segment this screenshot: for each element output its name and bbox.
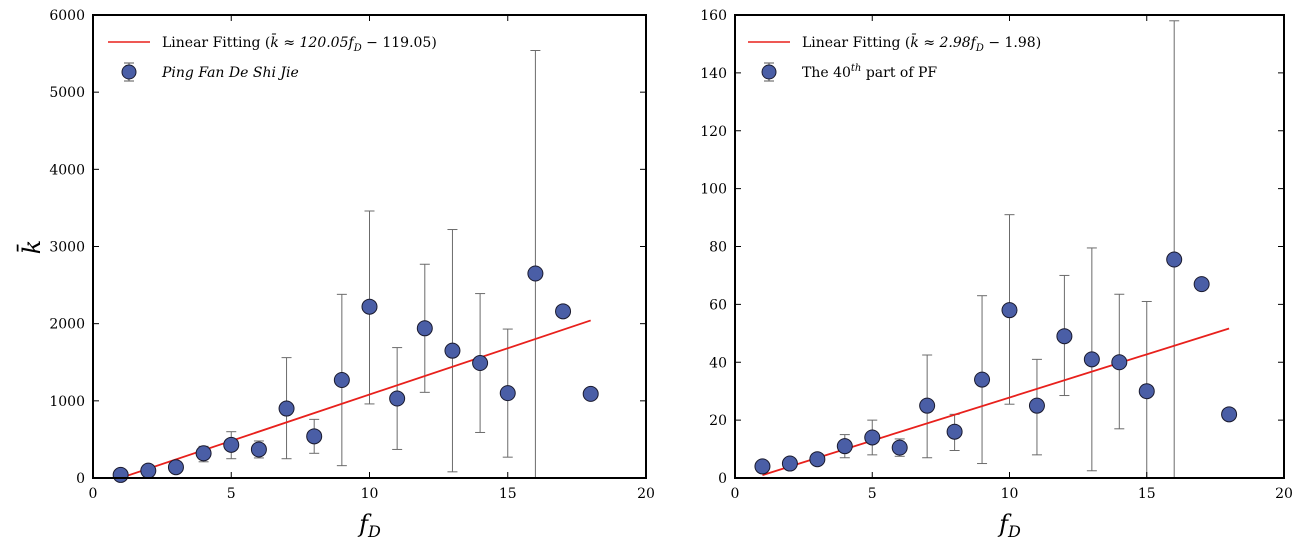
left-x-tick-label: 5 — [227, 486, 236, 502]
right-y-tick-label: 80 — [709, 240, 727, 256]
right-x-axis-label: fD — [997, 510, 1021, 538]
right-data-point — [781, 455, 798, 472]
left-data-point — [389, 390, 406, 407]
left-y-tick-label: 1000 — [49, 394, 85, 410]
right-data-point — [1166, 251, 1183, 268]
left-data-point — [112, 466, 129, 483]
left-data-point — [472, 355, 489, 372]
right-legend: Linear Fitting (k̄ ≈ 2.98fD − 1.98) The … — [748, 33, 1041, 82]
left-data-point — [361, 298, 378, 315]
right-legend-fit-label: Linear Fitting (k̄ ≈ 2.98fD − 1.98) — [802, 33, 1041, 54]
left-legend-series-label: Ping Fan De Shi Jie — [161, 65, 299, 81]
right-y-tick-label: 60 — [709, 297, 727, 313]
right-y-tick-label: 40 — [709, 355, 727, 371]
left-y-tick-label: 2000 — [49, 317, 85, 333]
right-data-point — [1193, 276, 1210, 293]
right-data-point — [891, 439, 908, 456]
right-data-point — [974, 371, 991, 388]
left-y-tick-label: 6000 — [49, 8, 85, 24]
right-data-point — [1001, 302, 1018, 319]
right-data-point — [919, 397, 936, 414]
left-chart-panel: 0 5 10 15 20 0 1000 2000 3000 4000 5000 6000 Linear… — [17, 8, 655, 538]
left-data-point — [250, 441, 267, 458]
right-y-tick-label: 140 — [700, 66, 727, 82]
left-x-axis-label: fD — [357, 510, 381, 538]
right-x-tick-label: 0 — [731, 486, 740, 502]
left-y-axis-label: k̄ — [17, 240, 46, 255]
right-data-point — [946, 423, 963, 440]
left-data-point — [416, 320, 433, 337]
left-plot-content — [112, 49, 599, 483]
right-x-tick-label: 15 — [1138, 486, 1156, 502]
right-y-tick-label: 20 — [709, 413, 727, 429]
right-data-point — [1111, 354, 1128, 371]
left-legend-series-swatch — [121, 62, 137, 82]
right-x-tick-label: 10 — [1001, 486, 1019, 502]
left-fit-line — [120, 319, 591, 479]
right-y-tick-label: 100 — [700, 182, 727, 198]
left-data-point — [555, 303, 572, 320]
left-y-tick-label: 4000 — [49, 162, 85, 178]
left-error-bar — [530, 49, 541, 479]
left-data-point — [527, 265, 544, 282]
right-data-point — [1083, 351, 1100, 368]
right-legend-series-label: The 40th part of PF — [802, 63, 937, 81]
left-legend: Linear Fitting (k̄ ≈ 120.05fD − 119.05) … — [108, 33, 437, 82]
right-data-point — [1056, 328, 1073, 345]
right-data-point — [1138, 383, 1155, 400]
right-legend-series-swatch — [761, 62, 777, 82]
left-data-point — [195, 445, 212, 462]
right-data-point — [864, 429, 881, 446]
left-x-tick-label: 0 — [89, 486, 98, 502]
right-data-point — [809, 451, 826, 468]
left-x-tick-label: 15 — [499, 486, 517, 502]
left-data-point — [306, 428, 323, 445]
left-axis-ticks: 0 5 10 15 20 0 1000 2000 3000 4000 5000 6000 — [49, 8, 655, 502]
right-plot-content — [754, 20, 1238, 479]
right-fit-line — [762, 327, 1230, 476]
left-data-point — [444, 342, 461, 359]
right-x-tick-label: 5 — [868, 486, 877, 502]
right-y-tick-label: 0 — [718, 471, 727, 487]
right-y-tick-label: 120 — [700, 124, 727, 140]
left-data-point — [167, 459, 184, 476]
right-axis-ticks: 0 5 10 15 20 0 20 40 60 80 100 120 140 160 — [700, 8, 1293, 502]
left-data-point — [333, 371, 350, 388]
right-data-point — [1028, 397, 1045, 414]
left-data-point — [223, 436, 240, 453]
left-legend-fit-label: Linear Fitting (k̄ ≈ 120.05fD − 119.05) — [162, 33, 437, 54]
right-error-bar — [1169, 20, 1180, 479]
right-data-point — [836, 438, 853, 455]
right-y-tick-label: 160 — [700, 8, 727, 24]
left-data-point — [278, 400, 295, 417]
right-data-point — [1221, 406, 1238, 423]
right-chart-panel: 0 5 10 15 20 0 20 40 60 80 100 120 140 160 Linear Fit… — [700, 8, 1293, 538]
left-y-tick-label: 0 — [76, 471, 85, 487]
left-y-tick-label: 3000 — [49, 240, 85, 256]
left-data-point — [582, 385, 599, 402]
left-y-tick-label: 5000 — [49, 85, 85, 101]
left-x-tick-label: 10 — [361, 486, 379, 502]
left-x-tick-label: 20 — [637, 486, 655, 502]
left-data-point — [140, 462, 157, 479]
right-data-point — [754, 458, 771, 475]
right-x-tick-label: 20 — [1275, 486, 1293, 502]
left-data-point — [499, 385, 516, 402]
